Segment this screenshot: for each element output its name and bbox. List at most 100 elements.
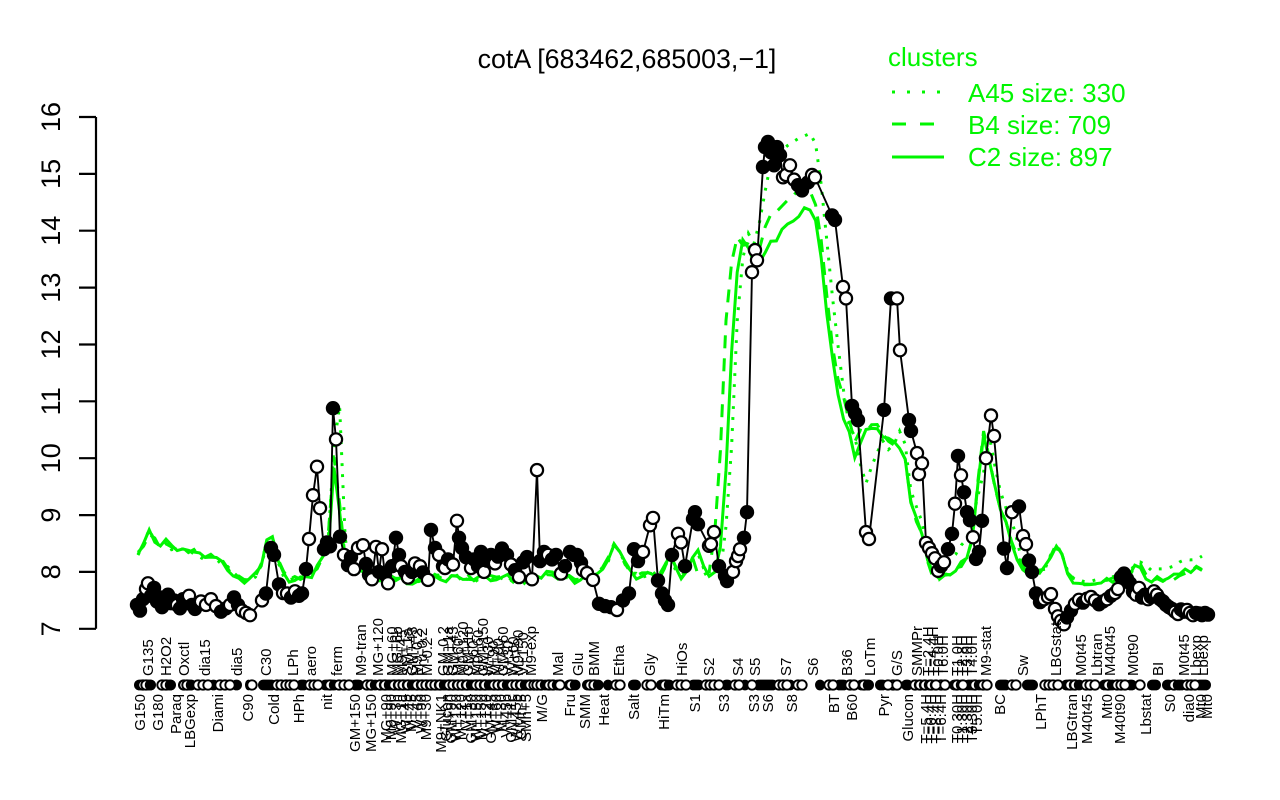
svg-text:10: 10 (36, 443, 66, 473)
svg-text:SMh+5: SMh+5 (518, 694, 535, 742)
svg-text:V+45: V+45 (408, 694, 425, 729)
svg-text:M/G: M/G (534, 694, 551, 722)
svg-text:M40t45: M40t45 (1079, 694, 1096, 744)
svg-text:T=4.4H: T=4.4H (925, 626, 942, 676)
svg-text:HiOs: HiOs (674, 643, 691, 676)
svg-text:M+150: M+150 (473, 694, 490, 740)
svg-text:S7: S7 (778, 658, 795, 676)
svg-text:Lbexp: Lbexp (1188, 635, 1205, 676)
svg-text:G135: G135 (140, 639, 157, 676)
svg-text:Mt0: Mt0 (1193, 694, 1210, 719)
svg-text:Lbstat: Lbstat (1138, 693, 1155, 735)
svg-text:W+3h: W+3h (388, 694, 405, 734)
svg-text:M9+45: M9+45 (394, 630, 411, 676)
svg-text:M9-tran: M9-tran (353, 624, 370, 676)
svg-text:T1.30H: T1.30H (954, 694, 971, 743)
svg-text:Fru-0.2: Fru-0.2 (414, 628, 431, 676)
svg-text:aero: aero (303, 646, 320, 676)
svg-text:11: 11 (36, 387, 66, 415)
svg-text:Lbexp: Lbexp (1195, 635, 1212, 676)
svg-text:MG+6b: MG+6b (389, 626, 406, 676)
svg-text:T5.0H: T5.0H (969, 694, 986, 735)
svg-text:M0t90: M0t90 (1125, 634, 1142, 676)
svg-text:M+120: M+120 (453, 694, 470, 740)
svg-text:S8: S8 (784, 694, 801, 712)
svg-text:GM+1b: GM+1b (460, 626, 477, 676)
svg-text:Lbtran: Lbtran (1089, 633, 1106, 676)
svg-text:M40t90: M40t90 (1112, 694, 1129, 744)
svg-text:Mt0: Mt0 (1199, 694, 1216, 719)
svg-text:BMM: BMM (586, 641, 603, 676)
svg-text:S6: S6 (805, 658, 822, 676)
svg-text:M9+NK1: M9+NK1 (433, 694, 450, 753)
svg-text:V+60: V+60 (465, 641, 482, 676)
svg-text:S3: S3 (746, 694, 763, 712)
svg-text:GM+150: GM+150 (347, 694, 364, 752)
svg-text:Fru: Fru (562, 694, 579, 717)
svg-text:Paraq: Paraq (168, 694, 185, 734)
svg-text:B4 size: 709: B4 size: 709 (968, 110, 1111, 140)
svg-text:LoTm: LoTm (862, 638, 879, 676)
svg-text:GMh-5: GMh-5 (513, 694, 530, 740)
svg-text:14: 14 (36, 216, 66, 246)
svg-text:V+90: V+90 (485, 641, 502, 676)
svg-text:GM+90: GM+90 (443, 694, 460, 744)
svg-text:M9+60: M9+60 (470, 630, 487, 676)
svg-text:LBGstat: LBGstat (1048, 621, 1065, 676)
svg-text:Etha: Etha (611, 644, 628, 676)
svg-text:T=8.4H: T=8.4H (928, 694, 945, 744)
svg-text:LPh: LPh (285, 649, 302, 676)
svg-text:Glucon: Glucon (438, 694, 455, 742)
svg-text:Mt0: Mt0 (1099, 694, 1116, 719)
svg-text:W+150: W+150 (468, 694, 485, 742)
svg-text:G180: G180 (150, 694, 167, 731)
svg-text:T6.0H: T6.0H (935, 635, 952, 676)
svg-text:M-0.2: M-0.2 (419, 638, 436, 676)
svg-text:cotA [683462,685003,−1]: cotA [683462,685003,−1] (478, 44, 777, 74)
svg-text:M9-exp: M9-exp (523, 626, 540, 676)
svg-text:12: 12 (36, 329, 66, 359)
svg-text:8: 8 (36, 564, 66, 579)
svg-text:Glu: Glu (570, 653, 587, 676)
svg-text:T2.30H: T2.30H (959, 694, 976, 743)
svg-text:V+45b: V+45b (498, 694, 515, 738)
svg-text:dia15: dia15 (197, 639, 214, 676)
svg-text:S1: S1 (687, 694, 704, 712)
svg-text:GM+1c: GM+1c (503, 694, 520, 743)
svg-text:T0.30H: T0.30H (949, 694, 966, 743)
svg-text:Heat: Heat (596, 693, 613, 726)
svg-text:Pyr: Pyr (876, 694, 893, 717)
svg-text:ferm: ferm (329, 646, 346, 676)
svg-text:16: 16 (36, 102, 66, 132)
svg-text:T=5.4H: T=5.4H (918, 694, 935, 744)
svg-text:GM+1a: GM+1a (440, 626, 457, 676)
svg-text:T3.30H: T3.30H (964, 694, 981, 743)
svg-text:S5: S5 (747, 658, 764, 676)
svg-text:LBGexp: LBGexp (182, 694, 199, 748)
svg-text:W+45b: W+45b (508, 694, 525, 742)
svg-text:S6: S6 (760, 694, 777, 712)
svg-text:Glucon: Glucon (900, 694, 917, 742)
svg-text:MG+120: MG+120 (370, 618, 387, 676)
svg-text:V+150: V+150 (515, 632, 532, 676)
svg-text:M+60: M+60 (450, 638, 467, 676)
svg-text:W+30: W+30 (480, 636, 497, 676)
svg-text:M9+90: M9+90 (510, 630, 527, 676)
svg-text:Salt: Salt (626, 693, 643, 720)
svg-text:G/S: G/S (889, 650, 906, 676)
svg-text:Cold: Cold (266, 694, 283, 725)
svg-text:S2: S2 (701, 658, 718, 676)
svg-text:M+90: M+90 (490, 638, 507, 676)
svg-text:V+30: V+30 (500, 641, 517, 676)
svg-text:MG+90: MG+90 (378, 694, 395, 744)
svg-text:LBGtran: LBGtran (1064, 694, 1081, 750)
svg-text:SMM: SMM (577, 694, 594, 729)
svg-text:GM+45: GM+45 (483, 694, 500, 744)
svg-text:GM-0.2: GM-0.2 (435, 626, 452, 676)
svg-text:Gly: Gly (642, 653, 659, 676)
svg-text:B36: B36 (839, 649, 856, 676)
svg-text:M40t45: M40t45 (1102, 626, 1119, 676)
svg-text:M0t45: M0t45 (1176, 634, 1193, 676)
svg-text:M0t45: M0t45 (1073, 634, 1090, 676)
svg-text:SMMPr: SMMPr (909, 626, 926, 676)
